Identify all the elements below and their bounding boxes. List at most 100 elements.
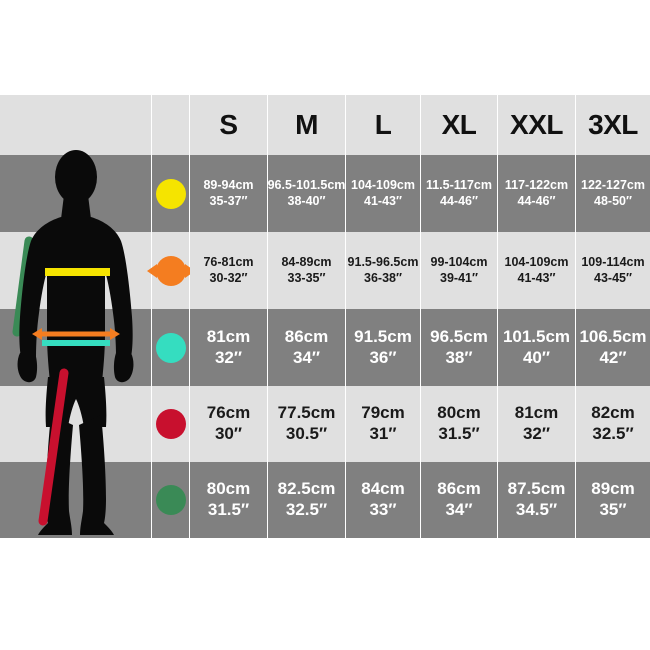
size-label: XL xyxy=(441,108,477,140)
value-cm: 89-94cm xyxy=(203,178,254,193)
header-size-m: M xyxy=(268,95,345,155)
value-inches: 44-46″ xyxy=(517,193,556,208)
value-inches: 38-40″ xyxy=(287,193,326,208)
header-size-s: S xyxy=(190,95,267,155)
marker-cell-chest-dot xyxy=(152,155,189,232)
inseam-dot xyxy=(155,409,186,439)
header-size-l: L xyxy=(346,95,420,155)
cell-sleeve-3xl: 89cm 35″ xyxy=(576,462,650,538)
value-cm: 96.5cm xyxy=(430,326,488,346)
value-inches: 40″ xyxy=(522,347,551,367)
value-cm: 77.5cm xyxy=(277,403,336,423)
cell-inseam-3xl: 82cm 32.5″ xyxy=(576,386,650,462)
size-label: XXL xyxy=(510,108,563,140)
size-label: 3XL xyxy=(588,108,638,140)
value-cm: 104-109cm xyxy=(351,178,415,193)
value-inches: 31″ xyxy=(369,424,397,443)
value-cm: 81cm xyxy=(206,326,251,346)
sleeve-dot xyxy=(155,485,186,515)
marker-cell-inseam-dot xyxy=(152,386,189,462)
value-inches: 34″ xyxy=(292,347,321,367)
cell-chest-3xl: 122-127cm 48-50″ xyxy=(576,155,650,232)
header-size-3xl: 3XL xyxy=(576,95,650,155)
value-inches: 32.5″ xyxy=(592,424,634,443)
waist-line xyxy=(32,328,120,340)
value-cm: 109-114cm xyxy=(581,255,645,270)
value-cm: 86cm xyxy=(437,479,481,499)
cell-inseam-s: 76cm 30″ xyxy=(190,386,267,462)
cell-hip-m: 86cm 34″ xyxy=(268,309,345,386)
value-inches: 34.5″ xyxy=(515,500,558,519)
cell-sleeve-xxl: 87.5cm 34.5″ xyxy=(498,462,575,538)
cell-chest-m: 96.5-101.5cm 38-40″ xyxy=(268,155,345,232)
cell-inseam-l: 79cm 31″ xyxy=(346,386,420,462)
value-inches: 36-38″ xyxy=(364,270,402,285)
cell-hip-l: 91.5cm 36″ xyxy=(346,309,420,386)
cell-waist-xxl: 104-109cm 41-43″ xyxy=(498,232,575,309)
value-inches: 39-41″ xyxy=(440,270,478,285)
value-cm: 80cm xyxy=(206,479,251,499)
inseam-line xyxy=(38,368,69,526)
value-inches: 31.5″ xyxy=(438,424,480,443)
cell-inseam-m: 77.5cm 30.5″ xyxy=(268,386,345,462)
cell-sleeve-l: 84cm 33″ xyxy=(346,462,420,538)
value-cm: 117-122cm xyxy=(504,178,569,193)
value-cm: 87.5cm xyxy=(507,479,566,499)
value-cm: 104-109cm xyxy=(504,255,569,270)
value-cm: 91.5cm xyxy=(354,326,412,346)
value-cm: 76cm xyxy=(206,403,251,423)
value-inches: 42″ xyxy=(599,347,627,367)
cell-waist-s: 76-81cm 30-32″ xyxy=(190,232,267,309)
cell-chest-l: 104-109cm 41-43″ xyxy=(346,155,420,232)
marker-cell-waist-dot xyxy=(146,232,195,309)
size-label: L xyxy=(374,108,392,140)
cell-sleeve-m: 82.5cm 32.5″ xyxy=(268,462,345,538)
cell-chest-xl: 11.5-117cm 44-46″ xyxy=(421,155,497,232)
value-cm: 101.5cm xyxy=(502,326,571,346)
value-cm: 84-89cm xyxy=(281,255,332,270)
cell-sleeve-s: 80cm 31.5″ xyxy=(190,462,267,538)
size-label: S xyxy=(219,108,238,140)
waist-dot xyxy=(146,255,195,286)
value-inches: 44-46″ xyxy=(440,193,478,208)
value-cm: 122-127cm xyxy=(581,178,645,193)
value-inches: 30.5″ xyxy=(285,424,328,443)
value-cm: 82cm xyxy=(591,403,635,423)
value-inches: 32.5″ xyxy=(285,500,328,519)
value-cm: 89cm xyxy=(591,479,635,499)
value-inches: 33-35″ xyxy=(287,270,326,285)
value-inches: 33″ xyxy=(369,500,397,519)
hip-dot xyxy=(155,332,186,363)
cell-inseam-xl: 80cm 31.5″ xyxy=(421,386,497,462)
cell-waist-3xl: 109-114cm 43-45″ xyxy=(576,232,650,309)
cell-chest-s: 89-94cm 35-37″ xyxy=(190,155,267,232)
value-inches: 31.5″ xyxy=(207,500,250,519)
value-cm: 76-81cm xyxy=(203,255,254,270)
value-inches: 34″ xyxy=(445,500,473,519)
value-inches: 36″ xyxy=(369,347,397,367)
value-inches: 48-50″ xyxy=(594,193,632,208)
value-inches: 35-37″ xyxy=(209,193,248,208)
value-inches: 30″ xyxy=(214,424,243,443)
cell-hip-s: 81cm 32″ xyxy=(190,309,267,386)
value-inches: 38″ xyxy=(445,347,473,367)
cell-sleeve-xl: 86cm 34″ xyxy=(421,462,497,538)
size-chart-table: S M L XL XXL 3XL 89-94cm 35-37″ 96.5-101.5cm 38-4… xyxy=(0,95,650,538)
value-inches: 32″ xyxy=(522,424,551,443)
value-cm: 91.5-96.5cm xyxy=(347,255,419,270)
value-inches: 35″ xyxy=(599,500,627,519)
marker-cell-sleeve-dot xyxy=(152,462,189,538)
cell-hip-3xl: 106.5cm 42″ xyxy=(576,309,650,386)
marker-cell-hip-dot xyxy=(152,309,189,386)
value-cm: 11.5-117cm xyxy=(425,178,493,193)
header-size-xl: XL xyxy=(421,95,497,155)
value-inches: 41-43″ xyxy=(517,270,556,285)
figure-band-row-5 xyxy=(0,462,151,538)
cell-hip-xl: 96.5cm 38″ xyxy=(421,309,497,386)
cell-chest-xxl: 117-122cm 44-46″ xyxy=(498,155,575,232)
header-corner-figure xyxy=(152,95,189,155)
value-cm: 106.5cm xyxy=(579,326,647,346)
cell-inseam-xxl: 81cm 32″ xyxy=(498,386,575,462)
value-cm: 81cm xyxy=(514,403,559,423)
header-size-xxl: XXL xyxy=(498,95,575,155)
